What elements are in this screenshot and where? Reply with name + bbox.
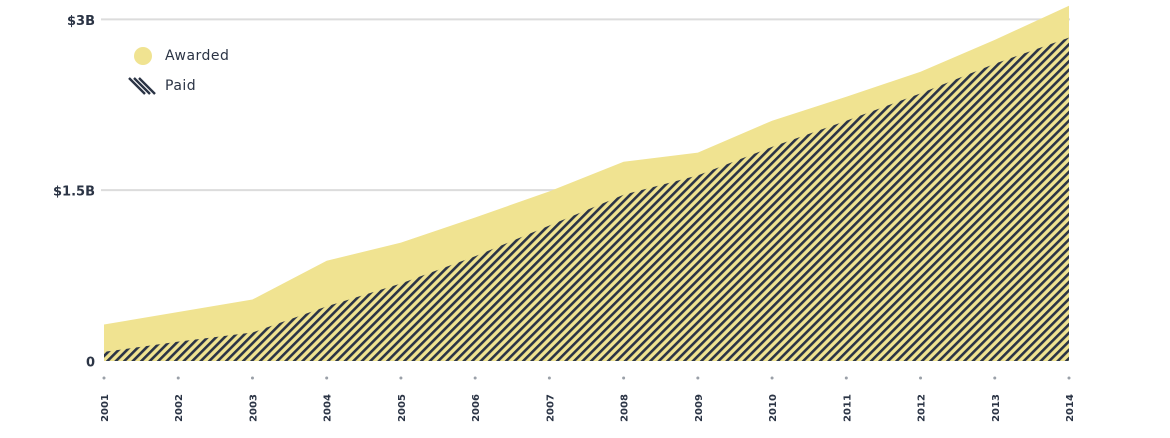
x-tick-mark <box>919 376 923 380</box>
x-tick-mark <box>696 376 700 380</box>
legend-hatch <box>133 77 151 95</box>
x-tick-label: 2014 <box>1065 394 1076 422</box>
x-tick-label: 2007 <box>545 394 556 422</box>
x-tick-label: 2005 <box>397 394 408 422</box>
x-tick-mark <box>622 376 626 380</box>
x-tick-mark <box>325 376 329 380</box>
legend-hatch <box>128 77 146 95</box>
x-tick-label: 2004 <box>323 394 334 422</box>
y-tick-label: $1.5B <box>53 185 95 200</box>
x-tick-mark <box>473 376 477 380</box>
x-tick-label: 2011 <box>842 394 853 422</box>
x-tick-label: 2006 <box>471 394 482 422</box>
legend-swatch <box>134 47 152 65</box>
x-tick-mark <box>1067 376 1071 380</box>
x-tick-mark <box>102 376 106 380</box>
legend-hatch <box>138 77 156 95</box>
x-tick-label: 2012 <box>917 394 928 422</box>
legend-swatch <box>128 77 156 95</box>
x-tick-mark <box>770 376 774 380</box>
legend-label: Awarded <box>165 48 229 64</box>
legend-label: Paid <box>165 78 196 94</box>
x-tick-mark <box>993 376 997 380</box>
x-tick-label: 2009 <box>694 394 705 422</box>
y-tick-label: 0 <box>86 356 95 371</box>
paid-area <box>104 37 1069 361</box>
x-tick-mark <box>250 376 254 380</box>
legend: Awarded Paid <box>128 47 229 95</box>
x-tick-mark <box>844 376 848 380</box>
x-tick-mark <box>176 376 180 380</box>
x-tick-mark <box>399 376 403 380</box>
x-tick-label: 2008 <box>620 394 631 422</box>
y-tick-label: $3B <box>67 14 95 29</box>
x-tick-label: 2002 <box>174 394 185 422</box>
x-tick-label: 2013 <box>991 394 1002 422</box>
x-tick-label: 2010 <box>768 394 779 422</box>
x-tick-mark <box>547 376 551 380</box>
x-tick-label: 2001 <box>100 394 111 422</box>
x-tick-label: 2003 <box>248 394 259 422</box>
